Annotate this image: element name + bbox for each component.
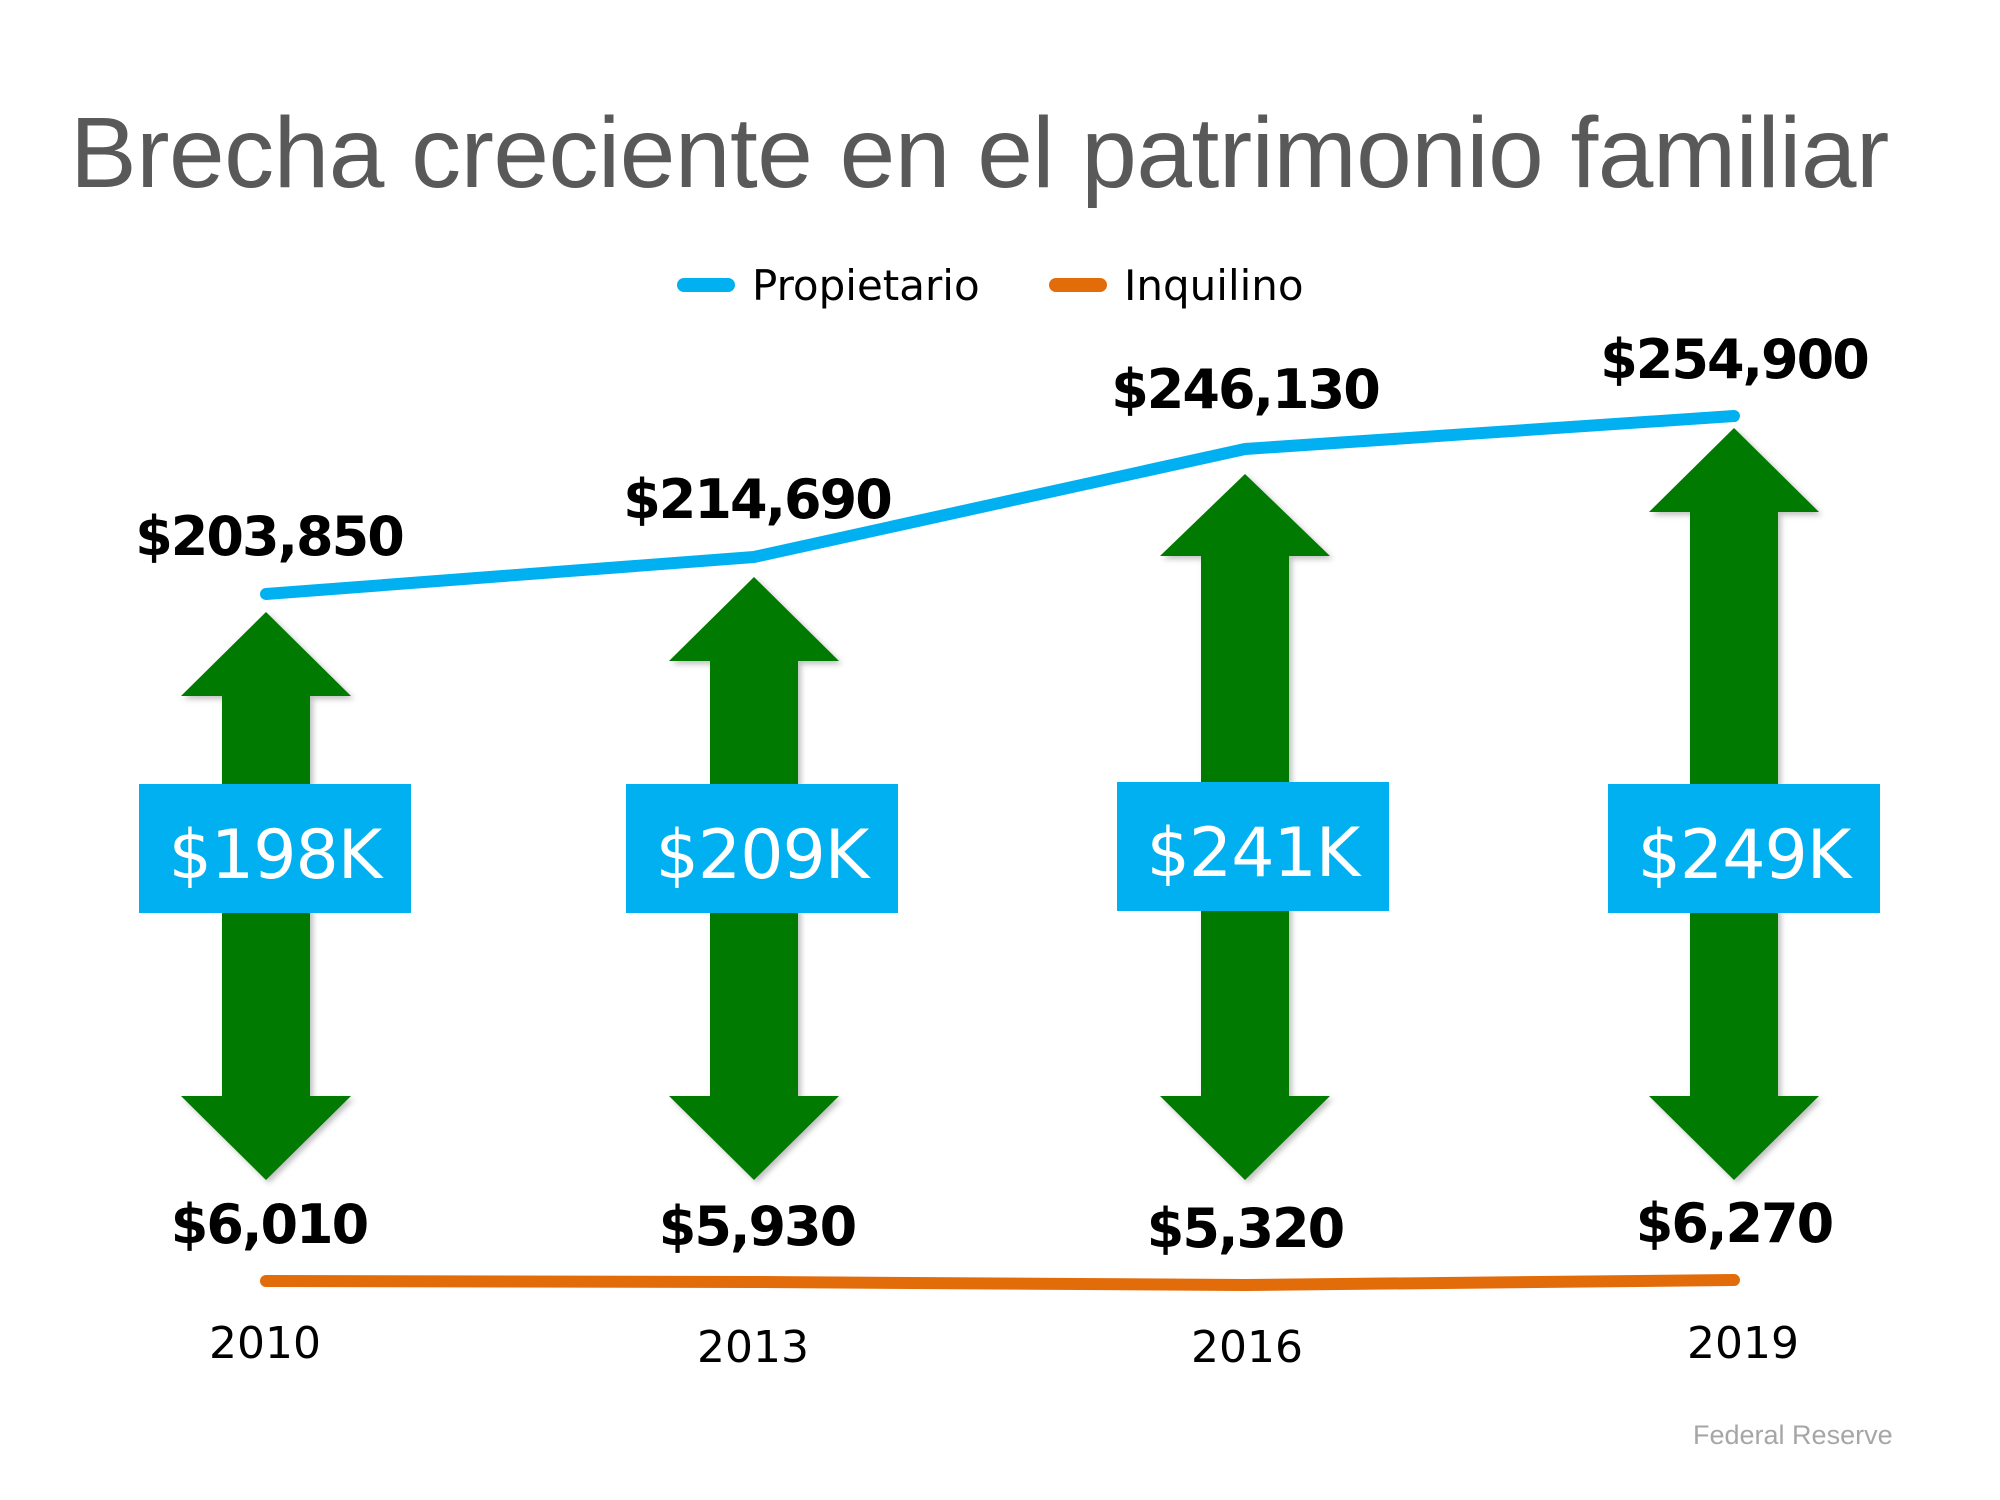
gap-value: $249K bbox=[1638, 816, 1854, 895]
owner-value-2016: $246,130 bbox=[1111, 358, 1379, 421]
year-label-2016: 2016 bbox=[1191, 1322, 1303, 1373]
chart-title: Brecha creciente en el patrimonio famili… bbox=[70, 97, 1889, 209]
source-credit: Federal Reserve bbox=[1693, 1420, 1893, 1450]
renter-value-2019: $6,270 bbox=[1636, 1192, 1832, 1255]
gap-box-2010: $198K bbox=[139, 784, 411, 913]
renter-value-2016: $5,320 bbox=[1147, 1197, 1343, 1260]
renter-line bbox=[260, 1274, 1740, 1291]
year-label-2019: 2019 bbox=[1687, 1318, 1799, 1369]
gap-box-2016: $241K bbox=[1117, 782, 1389, 911]
legend: Propietario Inquilino bbox=[677, 261, 1304, 310]
owner-line bbox=[260, 410, 1740, 600]
gap-value: $241K bbox=[1147, 814, 1363, 893]
renter-value-2013: $5,930 bbox=[659, 1195, 855, 1258]
gap-box-2019: $249K bbox=[1608, 784, 1880, 913]
gap-box-2013: $209K bbox=[626, 784, 898, 913]
owner-value-2010: $203,850 bbox=[135, 505, 403, 568]
legend-label-owner: Propietario bbox=[752, 261, 980, 310]
gap-value: $209K bbox=[656, 816, 872, 895]
legend-item-renter[interactable]: Inquilino bbox=[1049, 261, 1304, 310]
year-label-2013: 2013 bbox=[697, 1322, 809, 1373]
gap-value: $198K bbox=[169, 816, 385, 895]
owner-value-2019: $254,900 bbox=[1600, 328, 1868, 391]
legend-label-renter: Inquilino bbox=[1124, 261, 1304, 310]
year-label-2010: 2010 bbox=[209, 1318, 321, 1369]
renter-value-2010: $6,010 bbox=[171, 1193, 367, 1256]
owner-value-2013: $214,690 bbox=[623, 468, 891, 531]
legend-item-owner[interactable]: Propietario bbox=[677, 261, 980, 310]
